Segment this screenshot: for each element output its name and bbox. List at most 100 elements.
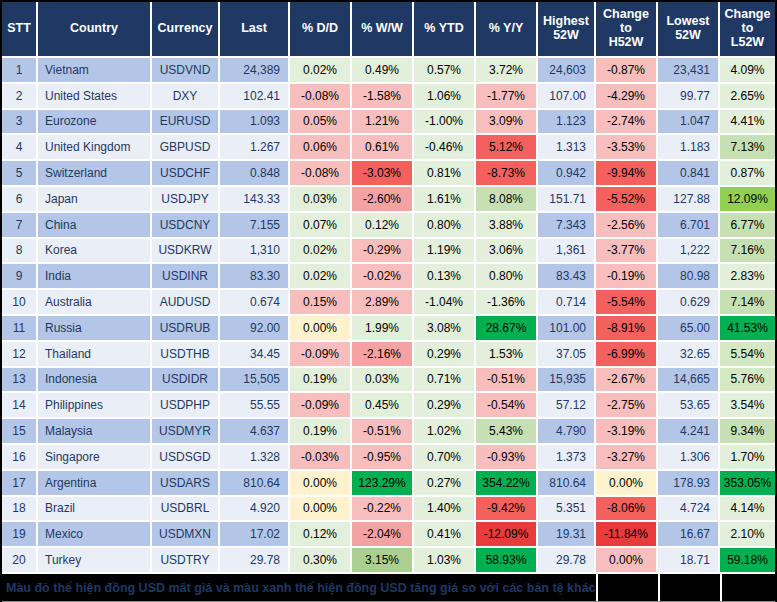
cell-country: Turkey	[38, 548, 152, 574]
cell-last: 4.920	[220, 497, 290, 523]
cell-ww: -0.51%	[352, 419, 414, 445]
cell-stt: 9	[2, 264, 38, 290]
table-row: 6JapanUSDJPY143.330.03%-2.60%1.61%8.08%1…	[2, 187, 775, 213]
cell-currency: DXY	[152, 84, 220, 110]
cell-stt: 10	[2, 290, 38, 316]
cell-chg_l: 9.34%	[720, 419, 775, 445]
cell-chg_h: -2.75%	[596, 393, 658, 419]
cell-stt: 5	[2, 161, 38, 187]
cell-low: 99.77	[658, 84, 720, 110]
cell-high: 19.31	[538, 522, 596, 548]
cell-ytd: 1.03%	[414, 548, 476, 574]
cell-ytd: 0.57%	[414, 58, 476, 84]
cell-ww: -0.02%	[352, 264, 414, 290]
cell-currency: USDKRW	[152, 239, 220, 265]
cell-low: 4.241	[658, 419, 720, 445]
cell-low: 80.98	[658, 264, 720, 290]
cell-ww: -2.04%	[352, 522, 414, 548]
cell-chg_h: -4.29%	[596, 84, 658, 110]
cell-last: 83.30	[220, 264, 290, 290]
cell-dd: 0.00%	[290, 471, 352, 497]
cell-chg_l: 12.09%	[720, 187, 775, 213]
cell-ytd: 0.29%	[414, 342, 476, 368]
cell-currency: USDBRL	[152, 497, 220, 523]
cell-low: 32.65	[658, 342, 720, 368]
cell-ww: 123.29%	[352, 471, 414, 497]
cell-low: 127.88	[658, 187, 720, 213]
cell-ytd: 1.61%	[414, 187, 476, 213]
cell-stt: 12	[2, 342, 38, 368]
cell-chg_l: 2.10%	[720, 522, 775, 548]
header-cell-ww: % W/W	[352, 2, 414, 58]
cell-ytd: 1.19%	[414, 239, 476, 265]
cell-low: 178.93	[658, 471, 720, 497]
cell-country: United States	[38, 84, 152, 110]
cell-last: 34.45	[220, 342, 290, 368]
cell-country: Vietnam	[38, 58, 152, 84]
cell-ww: -0.22%	[352, 497, 414, 523]
cell-chg_h: -6.99%	[596, 342, 658, 368]
cell-last: 1.093	[220, 110, 290, 136]
cell-currency: USDCNY	[152, 213, 220, 239]
cell-chg_h: 0.00%	[596, 471, 658, 497]
cell-yy: -0.54%	[476, 393, 538, 419]
cell-chg_h: -3.77%	[596, 239, 658, 265]
cell-chg_h: -11.84%	[596, 522, 658, 548]
table-body: 1VietnamUSDVND24,3890.02%0.49%0.57%3.72%…	[2, 58, 775, 574]
cell-high: 4.790	[538, 419, 596, 445]
header-cell-dd: % D/D	[290, 2, 352, 58]
cell-last: 15,505	[220, 368, 290, 394]
cell-country: Australia	[38, 290, 152, 316]
cell-low: 1.183	[658, 135, 720, 161]
cell-yy: 3.88%	[476, 213, 538, 239]
cell-country: Philippines	[38, 393, 152, 419]
cell-low: 14,665	[658, 368, 720, 394]
cell-yy: 3.09%	[476, 110, 538, 136]
cell-chg_l: 4.14%	[720, 497, 775, 523]
cell-chg_l: 4.41%	[720, 110, 775, 136]
table-row: 9IndiaUSDINR83.300.02%-0.02%0.13%0.80%83…	[2, 264, 775, 290]
cell-ytd: 0.70%	[414, 445, 476, 471]
cell-dd: -0.09%	[290, 393, 352, 419]
cell-ww: 0.12%	[352, 213, 414, 239]
cell-ww: 2.89%	[352, 290, 414, 316]
header-cell-stt: STT	[2, 2, 38, 58]
table-row: 10AustraliaAUDUSD0.6740.15%2.89%-1.04%-1…	[2, 290, 775, 316]
cell-stt: 19	[2, 522, 38, 548]
cell-chg_h: -3.19%	[596, 419, 658, 445]
cell-dd: 0.30%	[290, 548, 352, 574]
cell-low: 23,431	[658, 58, 720, 84]
cell-ww: -1.58%	[352, 84, 414, 110]
cell-currency: USDVND	[152, 58, 220, 84]
cell-high: 57.12	[538, 393, 596, 419]
cell-last: 1.267	[220, 135, 290, 161]
cell-country: United Kingdom	[38, 135, 152, 161]
cell-ytd: 0.71%	[414, 368, 476, 394]
cell-dd: -0.09%	[290, 342, 352, 368]
cell-last: 17.02	[220, 522, 290, 548]
cell-yy: 28.67%	[476, 316, 538, 342]
cell-country: Argentina	[38, 471, 152, 497]
cell-chg_h: -9.94%	[596, 161, 658, 187]
table-row: 11RussiaUSDRUB92.000.00%1.99%3.08%28.67%…	[2, 316, 775, 342]
cell-chg_l: 1.70%	[720, 445, 775, 471]
cell-yy: 58.93%	[476, 548, 538, 574]
cell-ytd: 0.29%	[414, 393, 476, 419]
cell-country: Japan	[38, 187, 152, 213]
cell-high: 810.64	[538, 471, 596, 497]
cell-ww: 1.99%	[352, 316, 414, 342]
cell-dd: 0.02%	[290, 239, 352, 265]
cell-currency: USDINR	[152, 264, 220, 290]
cell-country: Brazil	[38, 497, 152, 523]
cell-yy: 8.08%	[476, 187, 538, 213]
cell-stt: 15	[2, 419, 38, 445]
cell-ww: -0.95%	[352, 445, 414, 471]
cell-currency: AUDUSD	[152, 290, 220, 316]
cell-yy: -12.09%	[476, 522, 538, 548]
cell-ytd: -1.00%	[414, 110, 476, 136]
cell-chg_l: 5.76%	[720, 368, 775, 394]
cell-chg_l: 7.13%	[720, 135, 775, 161]
table-row: 3EurozoneEURUSD1.0930.05%1.21%-1.00%3.09…	[2, 110, 775, 136]
cell-dd: 0.19%	[290, 368, 352, 394]
cell-low: 1.306	[658, 445, 720, 471]
